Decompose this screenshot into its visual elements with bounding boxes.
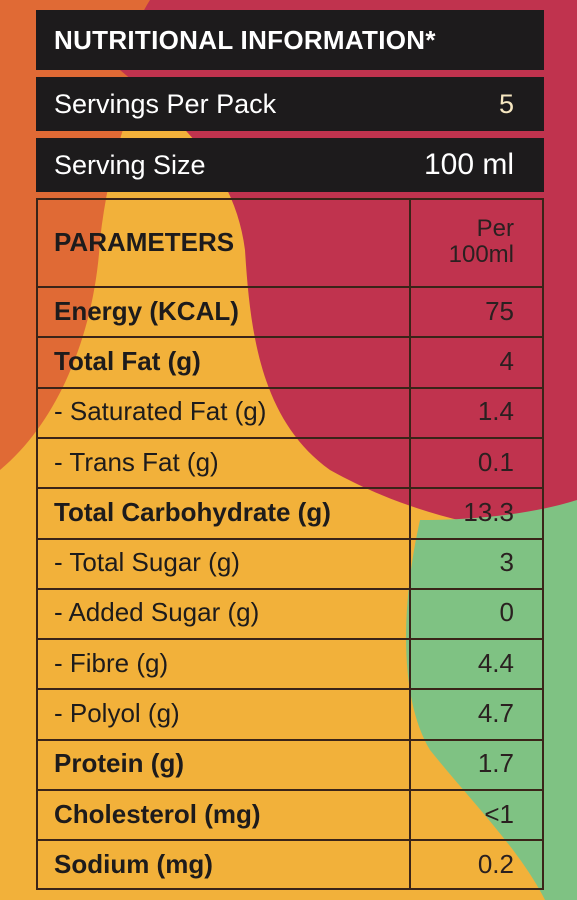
nutrient-name: - Polyol (g) (54, 698, 180, 729)
table-divider (36, 436, 544, 439)
table-row: - Total Sugar (g) 3 (36, 538, 544, 588)
table-divider (36, 487, 544, 490)
table-divider (36, 198, 544, 200)
nutrient-name: - Trans Fat (g) (54, 446, 219, 477)
nutrient-value: 75 (485, 295, 514, 326)
nutrient-name: - Fibre (g) (54, 647, 169, 678)
table-row: Total Fat (g) 4 (36, 336, 544, 386)
nutrient-value: 4 (499, 345, 514, 376)
table-row: - Trans Fat (g) 0.1 (36, 437, 544, 487)
nutrient-value: 4.4 (477, 647, 514, 678)
table-row: Sodium (mg) 0.2 (36, 839, 544, 889)
table-divider (36, 386, 544, 389)
nutrition-title: NUTRITIONAL INFORMATION* (36, 10, 544, 70)
table-row: Total Carbohydrate (g) 13.3 (36, 487, 544, 537)
table-divider (36, 537, 544, 540)
nutrient-name: Cholesterol (mg) (54, 798, 261, 829)
nutrient-name: Sodium (mg) (54, 848, 213, 879)
nutrition-label: NUTRITIONAL INFORMATION* Servings Per Pa… (36, 10, 544, 890)
table-divider (36, 587, 544, 590)
table-row: Protein (g) 1.7 (36, 739, 544, 789)
serving-size-label: Serving Size (54, 149, 206, 180)
nutrient-value: 3 (499, 547, 514, 578)
serving-size-row: Serving Size 100 ml (36, 138, 544, 192)
table-divider (36, 839, 544, 842)
nutrition-table: PARAMETERS Per 100ml Energy (KCAL) 75 Tota… (36, 198, 544, 890)
per-header-line2: 100ml (448, 241, 514, 268)
nutrient-value: 13.3 (463, 496, 514, 527)
nutrient-name: - Added Sugar (g) (54, 597, 260, 628)
table-column-border (409, 198, 411, 890)
table-header-row: PARAMETERS Per 100ml (36, 198, 544, 286)
table-row: Cholesterol (mg) <1 (36, 789, 544, 839)
nutrient-value: <1 (484, 798, 514, 829)
parameters-header: PARAMETERS (54, 226, 235, 257)
table-divider (36, 336, 544, 339)
table-row: - Fibre (g) 4.4 (36, 638, 544, 688)
table-divider (36, 789, 544, 791)
nutrient-value: 1.4 (477, 396, 514, 427)
table-row: - Added Sugar (g) 0 (36, 588, 544, 638)
nutrient-value: 0.1 (477, 446, 514, 477)
nutrient-name: Protein (g) (54, 748, 184, 779)
per-100ml-header: Per 100ml (410, 198, 544, 286)
table-divider (36, 888, 544, 890)
table-column-border (36, 198, 38, 890)
servings-per-pack-value: 5 (498, 88, 514, 119)
table-row: - Polyol (g) 4.7 (36, 688, 544, 738)
servings-per-pack-label: Servings Per Pack (54, 88, 277, 119)
table-divider (36, 738, 544, 741)
servings-per-pack-row: Servings Per Pack 5 (36, 77, 544, 131)
nutrient-name: - Saturated Fat (g) (54, 396, 267, 427)
nutrient-value: 4.7 (477, 698, 514, 729)
table-divider (36, 638, 544, 641)
nutrient-name: Total Fat (g) (54, 345, 201, 376)
per-header-line1: Per (476, 215, 514, 242)
nutrient-name: - Total Sugar (g) (54, 547, 240, 578)
table-column-border (542, 198, 544, 890)
nutrient-value: 0 (499, 597, 514, 628)
table-divider (36, 286, 544, 288)
table-divider (36, 688, 544, 691)
nutrient-value: 0.2 (477, 848, 514, 879)
table-row: - Saturated Fat (g) 1.4 (36, 387, 544, 437)
nutrient-name: Total Carbohydrate (g) (54, 496, 331, 527)
table-row: Energy (KCAL) 75 (36, 286, 544, 336)
serving-size-value: 100 ml (423, 148, 514, 181)
nutrient-value: 1.7 (477, 748, 514, 779)
nutrient-name: Energy (KCAL) (54, 295, 239, 326)
